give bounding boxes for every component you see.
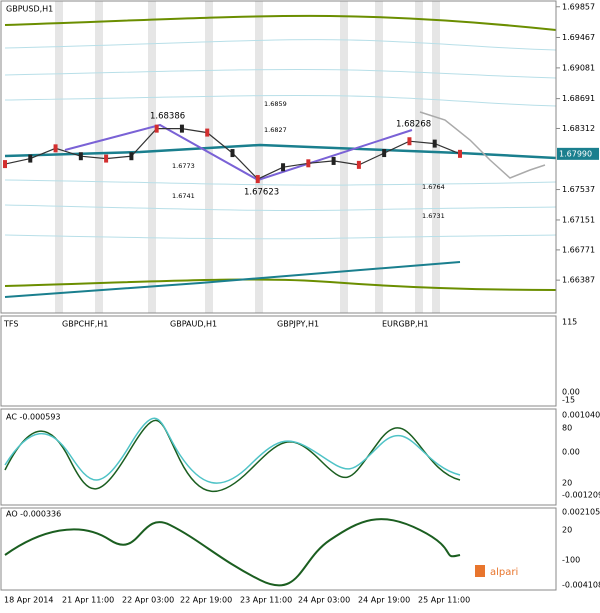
panel-label: EURGBP,H1 — [382, 320, 429, 329]
candle — [205, 128, 210, 137]
y-tick-label: -15 — [562, 396, 575, 405]
y-tick-label: 1.67537 — [562, 185, 595, 194]
x-tick-label: 24 Apr 19:00 — [358, 596, 410, 605]
candle — [407, 137, 412, 146]
x-tick-label: 18 Apr 2014 — [4, 596, 53, 605]
price-annotation: 1.6859 — [264, 100, 287, 108]
y-tick-label: 0.00 — [562, 448, 580, 457]
oscillator-lines — [4, 417, 461, 587]
price-annotation: 1.6773 — [172, 162, 195, 170]
y-tick-label: 115 — [562, 318, 577, 327]
candle — [255, 175, 260, 184]
candle — [53, 144, 58, 153]
y-tick-label: 1.66387 — [562, 276, 595, 285]
session-bands — [55, 1, 440, 313]
x-tick-label: 22 Apr 03:00 — [122, 596, 174, 605]
candle — [129, 152, 134, 161]
price-annotation: 1.6741 — [172, 192, 195, 200]
y-tick-label: 0.001040 — [562, 411, 600, 420]
x-tick-label: 24 Apr 03:00 — [298, 596, 350, 605]
panel-title: AO -0.000336 — [6, 510, 61, 519]
panel-label: GBPJPY,H1 — [277, 320, 319, 329]
candle — [78, 152, 83, 161]
x-tick-label: 22 Apr 19:00 — [180, 596, 232, 605]
y-tick-label: -100 — [562, 556, 580, 565]
panel-title: AC -0.000593 — [6, 413, 61, 422]
panel-label: GBPCHF,H1 — [62, 320, 108, 329]
candle — [432, 139, 437, 148]
candle — [331, 156, 336, 165]
candle — [306, 159, 311, 168]
y-tick-label: 80 — [562, 424, 572, 433]
price-annotation: 1.68386 — [150, 112, 185, 122]
price-annotation: 1.6731 — [422, 212, 445, 220]
x-tick-label: 23 Apr 11:00 — [240, 596, 292, 605]
price-annotation: 1.67623 — [244, 188, 279, 198]
y-tick-label: 0.00 — [562, 388, 580, 397]
y-tick-label: 1.68691 — [562, 94, 595, 103]
price-annotation: 1.6764 — [422, 183, 445, 191]
price-marker-bg — [557, 147, 599, 160]
candle — [230, 149, 235, 158]
y-tick-label: 1.69081 — [562, 63, 595, 72]
y-tick-label: -0.001209 — [562, 491, 600, 500]
candle — [281, 163, 286, 172]
x-tick-label: 21 Apr 11:00 — [62, 596, 114, 605]
logo-icon — [475, 565, 485, 577]
y-tick-label: 1.67151 — [562, 215, 595, 224]
panel-label: TFS — [3, 320, 18, 329]
candle — [458, 149, 462, 158]
y-tick-label: 1.69467 — [562, 33, 595, 42]
tfs-frame — [0, 315, 557, 407]
candle — [28, 154, 33, 163]
candle — [3, 160, 7, 169]
candle — [104, 154, 109, 163]
y-tick-label: 20 — [562, 526, 572, 535]
candle — [356, 160, 361, 169]
chart-title: GBPUSD,H1 — [6, 5, 53, 14]
x-tick-label: 25 Apr 11:00 — [418, 596, 470, 605]
y-tick-label: 0.002105 — [562, 508, 600, 517]
logo: alpari — [490, 567, 518, 578]
y-tick-label: -0.004108 — [562, 581, 600, 590]
indicator-lines — [4, 14, 557, 298]
panel-label: GBPAUD,H1 — [170, 320, 217, 329]
y-tick-label: 1.68312 — [562, 124, 595, 133]
main-frame — [0, 0, 557, 314]
y-tick-label: 20 — [562, 479, 572, 488]
candle — [382, 149, 387, 158]
y-tick-label: 1.69857 — [562, 2, 595, 11]
candle — [154, 124, 159, 133]
ao-frame — [0, 507, 557, 591]
ac-frame — [0, 408, 557, 506]
y-tick-label: 1.66771 — [562, 245, 595, 254]
price-annotation: 1.6827 — [264, 126, 287, 134]
price-marker: 1.67990 — [559, 149, 592, 158]
candle — [179, 124, 184, 133]
price-annotation: 1.68268 — [396, 120, 431, 130]
